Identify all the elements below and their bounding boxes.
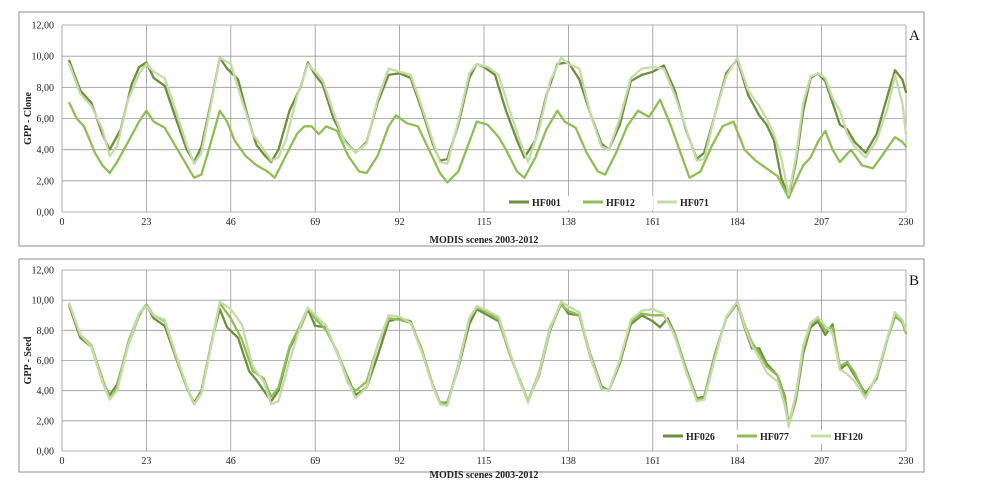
series-line-hf026 [68,302,908,427]
series-line-hf077 [68,300,908,426]
x-tick-label: 161 [645,456,660,467]
y-tick-label: 6,00 [37,114,55,125]
x-tick-label: 69 [310,456,320,467]
legend-label: HF001 [532,198,561,209]
x-tick-label: 230 [899,456,914,467]
legend-item-background [655,196,727,210]
x-tick-label: 115 [477,217,492,228]
y-tick-label: 6,00 [37,356,55,367]
x-tick-label: 46 [226,456,236,467]
x-tick-label: 138 [561,456,576,467]
panel-b: 0,00 2,00 4,00 6,00 8,00 10,00 12,00 0 23 46 69 92 1… [18,258,925,481]
legend-item-hf001: HF001 [507,196,579,210]
x-tick-label: 69 [310,217,320,228]
x-tick-label: 92 [395,217,405,228]
y-tick-label: 0,00 [37,447,55,458]
series-line-hf012 [68,98,908,200]
legend-label: HF026 [686,432,715,443]
chart-frame [18,258,925,473]
x-tick-label: 184 [730,217,745,228]
chart-frame [18,11,925,247]
x-tick-label: 138 [561,217,576,228]
y-tick-label: 8,00 [37,83,55,94]
x-tick-label: 23 [141,456,151,467]
legend-item-hf120: HF120 [809,430,881,444]
y-tick-label: 10,00 [32,296,55,307]
y-tick-label: 8,00 [37,326,55,337]
legend-item-hf077: HF077 [735,430,807,444]
legend-item-background [507,196,579,210]
panel-label: B [909,273,919,289]
y-tick-label: 4,00 [37,145,55,156]
legend-label: HF012 [606,198,635,209]
y-axis-title: GPP - Seed [23,336,34,384]
panel-label: A [909,28,920,44]
legend-item-background [581,196,653,210]
legend-item-hf071: HF071 [655,196,727,210]
series-line-hf001 [68,56,908,198]
series-line-hf071 [68,56,908,197]
x-tick-label: 184 [730,456,745,467]
y-axis-title: GPP - Clone [23,92,34,145]
x-tick-label: 207 [814,217,829,228]
y-tick-label: 10,00 [32,52,55,63]
legend-item-background [661,430,733,444]
x-tick-label: 207 [814,456,829,467]
y-tick-label: 2,00 [37,416,55,427]
series-line-hf120 [68,300,908,429]
legend-label: HF077 [760,432,789,443]
legend-label: HF120 [834,432,863,443]
panel-a: 0,00 2,00 4,00 6,00 8,00 10,00 12,00 0 23 46 69 92 1… [18,11,925,247]
y-tick-label: 0,00 [37,208,55,219]
legend-item-hf026: HF026 [661,430,733,444]
legend-item-background [809,430,881,444]
x-tick-label: 92 [395,456,405,467]
legend-label: HF071 [680,198,709,209]
x-tick-label: 161 [645,217,660,228]
x-tick-label: 230 [899,217,914,228]
x-axis-title: MODIS scenes 2003-2012 [430,235,539,246]
x-tick-label: 0 [60,217,65,228]
x-tick-label: 46 [226,217,236,228]
y-tick-label: 4,00 [37,386,55,397]
x-axis-title: MODIS scenes 2003-2012 [430,470,539,481]
y-tick-label: 2,00 [37,176,55,187]
legend-item-hf012: HF012 [581,196,653,210]
x-tick-label: 115 [477,456,492,467]
y-tick-label: 12,00 [32,21,55,32]
y-tick-label: 12,00 [32,266,55,277]
x-tick-label: 0 [60,456,65,467]
legend-item-background [735,430,807,444]
x-tick-label: 23 [141,217,151,228]
